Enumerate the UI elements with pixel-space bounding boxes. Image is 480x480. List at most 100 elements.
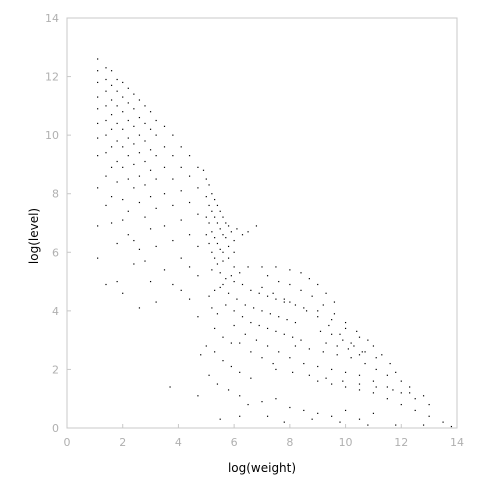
data-point [358, 383, 361, 385]
data-point [261, 266, 263, 268]
data-point [219, 272, 221, 274]
data-point [211, 307, 213, 309]
data-point [409, 386, 411, 388]
data-point [358, 336, 361, 338]
data-point [331, 333, 333, 335]
data-point [230, 275, 232, 277]
data-point [442, 421, 444, 423]
data-point [138, 116, 141, 119]
data-point [97, 187, 99, 189]
data-point [97, 70, 99, 72]
data-point [97, 81, 99, 84]
data-point [155, 155, 157, 157]
data-point [258, 292, 260, 294]
data-point [275, 266, 277, 268]
data-point [283, 333, 285, 335]
data-point [255, 339, 258, 341]
data-point [163, 166, 166, 168]
data-point [122, 219, 124, 221]
data-point [317, 310, 319, 312]
data-point [133, 125, 135, 127]
data-point [317, 412, 319, 414]
data-point [294, 345, 297, 347]
y-tick-label: 12 [45, 71, 59, 84]
data-point [239, 371, 241, 373]
data-point [197, 213, 199, 215]
data-point [172, 204, 174, 207]
data-point [233, 310, 235, 312]
data-point [272, 362, 274, 365]
data-point [133, 163, 135, 166]
data-point [144, 122, 146, 125]
data-point [239, 415, 241, 417]
x-tick-labels: 0 2 4 6 8 10 12 14 [64, 436, 465, 449]
data-point [395, 371, 397, 373]
data-point [97, 155, 99, 157]
data-point [325, 377, 327, 379]
data-point [331, 319, 333, 321]
data-point [138, 248, 141, 250]
data-point [133, 187, 135, 189]
data-point [303, 307, 305, 309]
data-point [450, 425, 453, 428]
plot-axes [66, 17, 458, 429]
data-point [214, 237, 216, 239]
data-point [244, 304, 246, 306]
data-point [216, 204, 219, 207]
data-point [155, 134, 157, 136]
data-point [266, 327, 269, 330]
data-point [275, 298, 277, 300]
data-point [214, 257, 216, 259]
y-tick-label: 10 [45, 129, 59, 142]
data-point [227, 225, 230, 227]
data-point [116, 181, 118, 183]
data-point [311, 295, 313, 297]
data-point [409, 392, 411, 394]
data-point [317, 316, 319, 318]
data-point [278, 316, 280, 318]
data-point [205, 216, 207, 218]
data-point [255, 225, 258, 227]
data-point [116, 242, 118, 245]
data-point [364, 351, 366, 353]
data-point [230, 342, 232, 344]
data-point [105, 134, 107, 136]
data-point [163, 193, 166, 195]
data-point [144, 105, 146, 107]
data-point [331, 368, 333, 371]
y-tick-label: 8 [52, 188, 59, 201]
data-point [105, 90, 107, 92]
data-point [333, 313, 336, 315]
data-point [253, 307, 255, 309]
data-point [342, 380, 344, 382]
data-point [116, 90, 118, 92]
data-point [375, 368, 377, 371]
data-point [216, 383, 219, 385]
data-point [261, 286, 263, 289]
data-point [197, 395, 199, 397]
data-point [116, 78, 118, 81]
data-point [110, 70, 113, 72]
data-point [239, 272, 241, 274]
data-point [225, 222, 227, 224]
data-point [272, 292, 274, 294]
data-point [172, 178, 174, 180]
data-point [250, 321, 252, 324]
data-point [308, 374, 310, 376]
data-point [289, 357, 291, 359]
data-point [149, 280, 152, 283]
data-point [233, 280, 235, 283]
data-point [375, 357, 377, 359]
data-point [300, 339, 302, 341]
data-point [127, 102, 129, 104]
data-point [422, 424, 425, 426]
data-point [336, 345, 338, 347]
data-point [133, 108, 135, 110]
data-point [278, 280, 280, 283]
data-point [322, 304, 324, 306]
data-point [216, 313, 219, 315]
data-point [400, 403, 402, 406]
data-point [308, 278, 310, 280]
data-point [138, 175, 141, 177]
